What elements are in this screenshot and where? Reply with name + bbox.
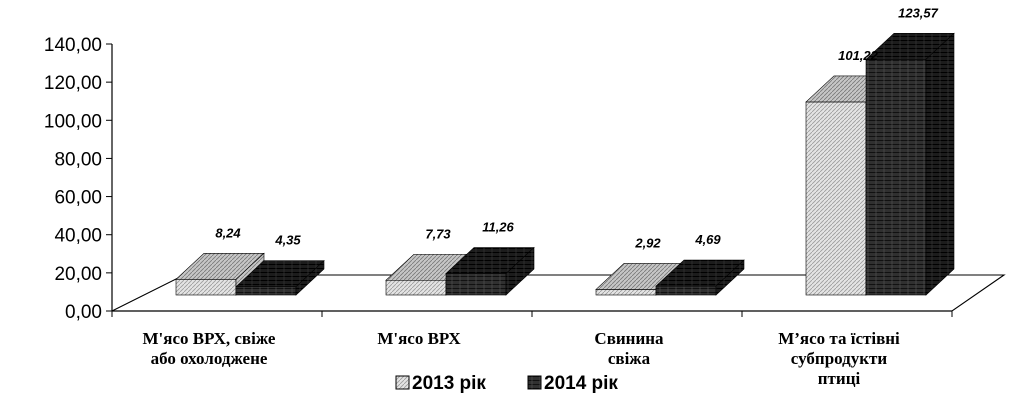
data-label-2013-4: 101,22 [838, 48, 879, 63]
legend-label-2014: 2014 рік [544, 373, 618, 394]
bars [175, 32, 955, 296]
y-tick-label: 40,00 [54, 226, 102, 247]
legend-swatch-2013 [395, 375, 410, 390]
category-label-4: М’ясо та їстівні субпродукти птиці [778, 329, 900, 388]
y-tick-label: 20,00 [54, 264, 102, 285]
data-labels: 8,24 4,35 7,73 11,26 2,92 4,69 101,22 123,57 [215, 5, 938, 250]
y-tick-label: 140,00 [44, 35, 102, 56]
data-label-2013-1: 8,24 [215, 225, 241, 240]
y-tick-label: 120,00 [44, 73, 102, 94]
data-label-2013-2: 7,73 [425, 226, 451, 241]
category-label-1: М'ясо ВРХ, свіже або охолоджене [143, 329, 276, 368]
bar-2014-4 [865, 32, 955, 296]
bar-2014-3 [655, 259, 745, 296]
data-label-2014-2: 11,26 [482, 220, 514, 235]
data-label-2014-3: 4,69 [694, 232, 721, 247]
legend-swatch-2014 [527, 375, 542, 390]
bar-2014-2 [445, 246, 535, 296]
data-label-2014-1: 4,35 [274, 233, 301, 248]
y-tick-label: 60,00 [54, 188, 102, 209]
legend-label-2013: 2013 рік [412, 373, 486, 394]
data-label-2013-3: 2,92 [634, 235, 661, 250]
category-label-3: Свинина свіжа [594, 329, 664, 368]
y-tick-label: 100,00 [44, 111, 102, 132]
legend: 2013 рік 2014 рік [392, 369, 668, 399]
y-tick-label: 80,00 [54, 149, 102, 170]
category-label-2: М'ясо ВРХ [377, 329, 461, 348]
bar-2014-1 [235, 260, 325, 296]
axes: 0,00 20,00 40,00 60,00 80,00 100,00 120,00 140,… [44, 35, 1006, 323]
y-tick-label: 0,00 [65, 302, 102, 323]
data-label-2014-4: 123,57 [898, 5, 939, 20]
category-labels: М'ясо ВРХ, свіже або охолоджене М'ясо ВРХ С… [143, 329, 901, 388]
